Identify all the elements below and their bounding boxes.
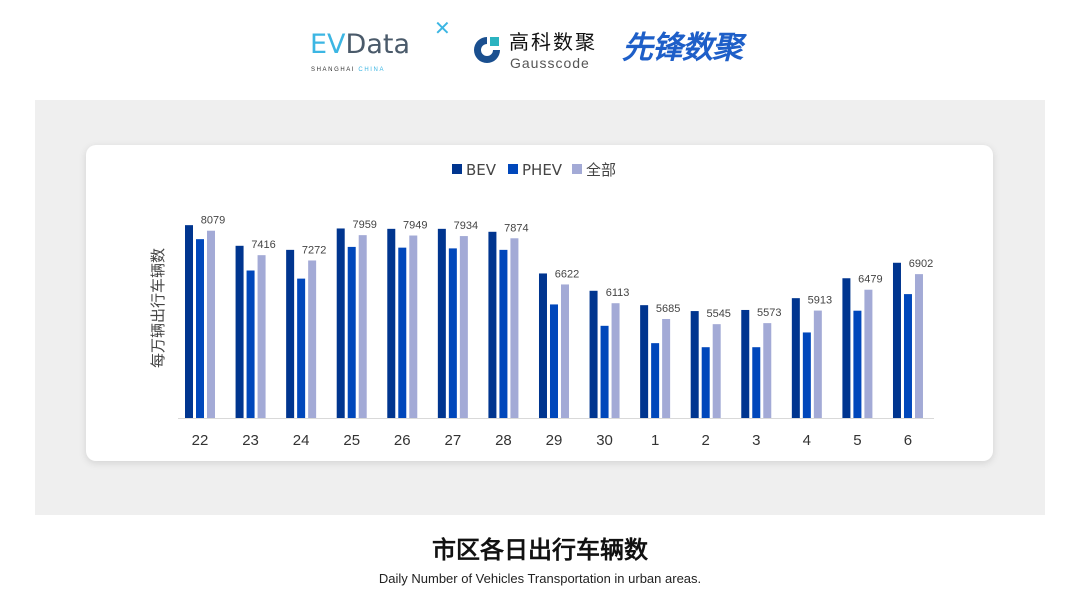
bar-PHEV-27 — [448, 248, 457, 418]
bar-BEV-4 — [791, 298, 800, 418]
x-tick-label: 25 — [343, 432, 360, 449]
x-tick-label: 6 — [904, 432, 912, 449]
bar-BEV-30 — [589, 290, 598, 418]
x-tick-label: 26 — [394, 432, 411, 449]
bar-BEV-27 — [437, 228, 446, 418]
x-tick-label: 24 — [293, 432, 310, 449]
chart-caption-title: 市区各日出行车辆数 — [432, 536, 648, 564]
bar-全部-22 — [207, 230, 215, 418]
bar-BEV-1 — [640, 305, 649, 418]
data-label: 6113 — [606, 287, 630, 299]
bar-全部-2 — [712, 324, 721, 418]
data-label: 7272 — [302, 244, 326, 256]
data-label: 7949 — [403, 220, 427, 232]
data-label: 6902 — [909, 258, 933, 270]
xianfeng-logo: 先锋数聚 — [622, 30, 743, 66]
legend-label-BEV: BEV — [466, 161, 497, 179]
bar-BEV-26 — [387, 228, 396, 418]
chart-caption-subtitle: Daily Number of Vehicles Transportation … — [378, 571, 702, 586]
bar-PHEV-3 — [752, 347, 761, 418]
bar-PHEV-25 — [347, 246, 356, 418]
bar-全部-27 — [459, 236, 468, 418]
bar-全部-1 — [662, 318, 671, 418]
gausscode-logo-mark — [474, 37, 500, 63]
bar-全部-29 — [560, 284, 569, 418]
bar-PHEV-1 — [651, 343, 660, 418]
bar-PHEV-5 — [853, 310, 862, 418]
bar-全部-3 — [763, 323, 772, 418]
bar-PHEV-23 — [246, 270, 255, 418]
data-label: 5545 — [706, 308, 730, 320]
bar-BEV-22 — [185, 225, 193, 418]
x-tick-label: 27 — [445, 432, 462, 449]
legend-label-全部: 全部 — [586, 161, 616, 179]
x-tick-label: 30 — [596, 432, 613, 449]
logo-bar: EVData ✕ SHANGHAI CHINA 高科数聚 Gausscode 先锋… — [0, 16, 1080, 78]
bar-BEV-3 — [741, 309, 750, 418]
x-tick-label: 4 — [803, 432, 811, 449]
x-tick-label: 29 — [546, 432, 563, 449]
x-tick-label: 28 — [495, 432, 512, 449]
bar-PHEV-30 — [600, 325, 609, 418]
bar-PHEV-4 — [802, 332, 811, 418]
bar-BEV-2 — [690, 311, 699, 418]
bar-BEV-28 — [488, 231, 497, 418]
data-label: 8079 — [201, 215, 225, 227]
bar-PHEV-6 — [903, 294, 912, 418]
bar-PHEV-26 — [398, 247, 407, 418]
data-label: 6479 — [858, 274, 882, 286]
bar-全部-26 — [409, 235, 418, 418]
data-label: 5913 — [808, 295, 832, 307]
bar-BEV-29 — [538, 273, 547, 418]
bar-BEV-25 — [336, 228, 345, 418]
bar-PHEV-28 — [499, 249, 508, 418]
bar-BEV-5 — [842, 278, 851, 418]
x-tick-label: 23 — [242, 432, 259, 449]
legend-swatch-全部 — [572, 164, 582, 174]
bar-全部-28 — [510, 238, 519, 418]
bar-全部-6 — [914, 274, 923, 418]
bar-PHEV-22 — [196, 239, 204, 418]
legend-label-PHEV: PHEV — [522, 161, 563, 179]
bar-BEV-24 — [286, 249, 295, 418]
bar-BEV-6 — [892, 262, 901, 418]
x-tick-label: 1 — [651, 432, 659, 449]
evdata-logo-subtext: SHANGHAI CHINA — [311, 67, 386, 73]
legend-swatch-BEV — [452, 164, 462, 174]
data-label: 5685 — [656, 303, 680, 315]
bar-PHEV-29 — [549, 304, 558, 418]
bar-PHEV-24 — [297, 278, 306, 418]
legend-swatch-PHEV — [508, 164, 518, 174]
bar-全部-4 — [813, 310, 822, 418]
bar-PHEV-2 — [701, 347, 710, 418]
data-label: 7959 — [352, 219, 376, 231]
bar-全部-24 — [308, 260, 317, 418]
x-tick-label: 2 — [702, 432, 710, 449]
data-label: 6622 — [555, 268, 579, 280]
bar-全部-5 — [864, 289, 873, 418]
evdata-logo: EVData ✕ — [310, 16, 451, 60]
bar-BEV-23 — [235, 245, 244, 418]
data-label: 7934 — [454, 220, 478, 232]
bar-全部-30 — [611, 303, 620, 418]
x-tick-label: 5 — [853, 432, 861, 449]
bar-全部-23 — [257, 255, 266, 418]
gausscode-logo-en: Gausscode — [510, 55, 590, 71]
gausscode-logo-cn: 高科数聚 — [509, 30, 597, 54]
data-label: 7416 — [251, 239, 275, 251]
evdata-logo-x-mark: ✕ — [434, 16, 451, 40]
x-tick-label: 3 — [752, 432, 760, 449]
data-label: 7874 — [504, 222, 528, 234]
bar-全部-25 — [358, 235, 367, 418]
data-label: 5573 — [757, 307, 781, 319]
x-tick-label: 22 — [192, 432, 209, 449]
y-axis-label: 每万辆出行车辆数 — [149, 248, 167, 368]
